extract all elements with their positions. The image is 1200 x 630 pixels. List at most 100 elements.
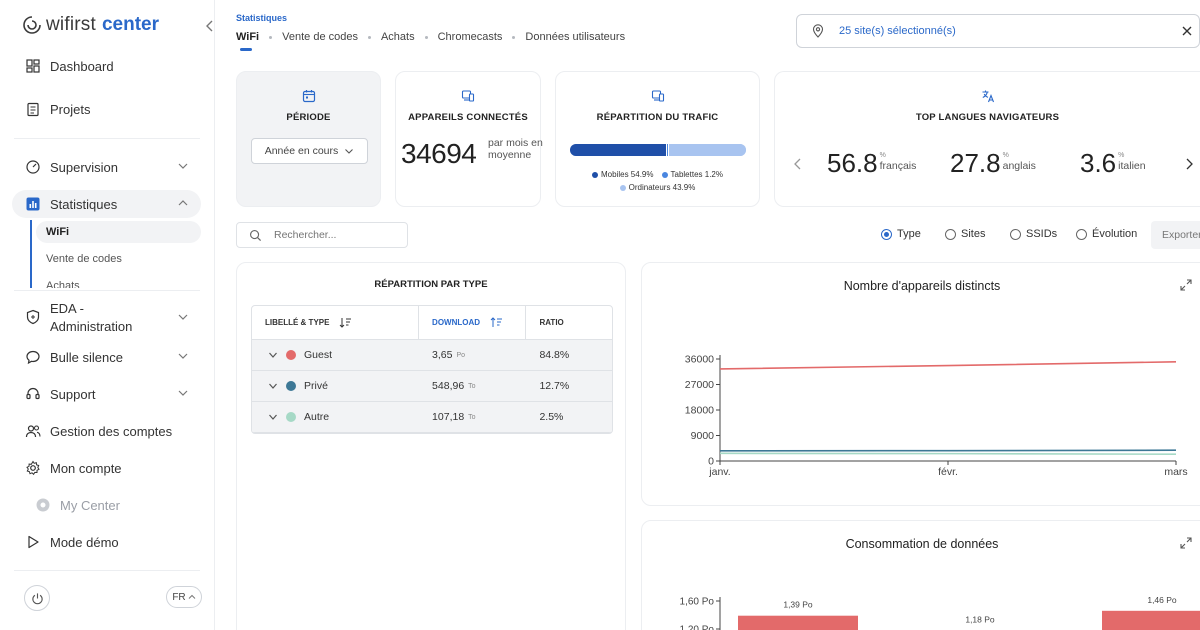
legend-ordinateurs: Ordinateurs 43.9% [619, 183, 696, 192]
period-dropdown[interactable]: Année en cours [251, 138, 368, 164]
series-line [719, 452, 1177, 455]
table-cell-ratio: 84.8% [539, 349, 570, 361]
close-icon[interactable] [1181, 25, 1193, 37]
language-unit: % anglais [1003, 148, 1036, 172]
chevron-left-icon[interactable] [793, 158, 803, 170]
y-tick-label: 36000 [685, 354, 714, 366]
gear-icon [24, 459, 42, 477]
legend-dot [661, 171, 668, 178]
traffic-split-bar [570, 144, 746, 156]
radio-type[interactable]: Type [881, 228, 921, 240]
logo[interactable]: wifirst center [22, 14, 159, 36]
sidebar-item-eda-administration[interactable]: EDA - Administration [12, 298, 201, 334]
percent-label: % [1002, 152, 1009, 159]
sort-desc-icon[interactable] [339, 317, 352, 328]
chevron-down-icon[interactable] [268, 350, 278, 360]
sidebar-item-label: Statistiques [50, 196, 118, 212]
tab-achats[interactable]: Achats [380, 31, 415, 43]
sidebar-item-gestion-des-comptes[interactable]: Gestion des comptes [12, 417, 201, 445]
tab-separator [367, 35, 371, 39]
sidebar-item-label: Mon compte [50, 460, 122, 476]
search-icon [250, 229, 262, 241]
type-color-dot [286, 381, 296, 391]
sidebar-item-mode-demo[interactable]: Mode démo [12, 528, 201, 556]
sidebar-item-bulle-silence[interactable]: Bulle silence [12, 343, 201, 371]
sidebar-item-statistiques[interactable]: Statistiques [12, 190, 201, 218]
radio-sites[interactable]: Sites [945, 228, 985, 240]
y-tick-label: 18000 [685, 405, 714, 417]
language-unit: % italien [1118, 148, 1145, 172]
users-icon [24, 422, 42, 440]
radio-circle[interactable] [1010, 228, 1021, 240]
chevron-down-icon[interactable] [268, 412, 278, 422]
chevron-down-icon[interactable] [268, 381, 278, 391]
sidebar-item-mon-compte[interactable]: Mon compte [12, 454, 201, 482]
language-stat-anglais: 27.8 % anglais [950, 148, 1036, 179]
y-tick-label: 9000 [691, 430, 715, 442]
sidebar-item-projets[interactable]: Projets [12, 95, 201, 123]
type-breakdown-table: LIBELLÉ & TYPE DOWNLOAD RATIO Guest 3,65… [251, 305, 613, 434]
radio-circle[interactable] [1076, 228, 1087, 240]
traffic-split-title: RÉPARTITION DU TRAFIC [596, 112, 719, 123]
chevron-down-icon [178, 314, 188, 320]
column-header-download[interactable]: DOWNLOAD [419, 306, 527, 339]
collapse-sidebar-icon[interactable] [205, 20, 215, 32]
submenu-item-achats[interactable]: Achats [46, 280, 80, 288]
bar-value-label: 1,46 Po [1147, 595, 1177, 605]
tab-vente-de-codes[interactable]: Vente de codes [282, 31, 358, 43]
radio-evolution[interactable]: Évolution [1076, 228, 1137, 240]
tab-separator [269, 35, 273, 39]
tab-donnees-utilisateurs[interactable]: Données utilisateurs [525, 31, 626, 43]
breadcrumb[interactable]: Statistiques [236, 13, 288, 23]
language-label: FR [172, 591, 186, 603]
legend-label: Ordinateurs 43.9% [628, 183, 696, 192]
table-cell-download: 107,18 To [419, 402, 526, 432]
expand-icon[interactable] [1180, 279, 1192, 291]
legend-dot [592, 171, 599, 178]
table-row[interactable]: Autre 107,18 To 2.5% [252, 402, 612, 433]
site-selector[interactable]: 25 site(s) sélectionné(s) [796, 14, 1200, 48]
language-name: anglais [1002, 160, 1036, 172]
radio-circle[interactable] [945, 228, 956, 240]
table-cell-ratio: 12.7% [539, 380, 570, 392]
column-header-ratio[interactable]: RATIO [526, 306, 612, 339]
sidebar-item-dashboard[interactable]: Dashboard [12, 52, 201, 80]
sidebar-item-label: Supervision [50, 159, 118, 175]
chevron-down-icon [345, 149, 354, 154]
traffic-bar-segment [666, 144, 669, 156]
sort-asc-icon[interactable] [490, 317, 503, 328]
submenu-item-wifi[interactable]: WiFi [36, 221, 201, 243]
distinct-devices-title: Nombre d'appareils distincts [843, 279, 1001, 293]
chevron-down-icon [178, 353, 188, 359]
tab-separator [424, 35, 428, 39]
column-header-label-type[interactable]: LIBELLÉ & TYPE [252, 306, 420, 339]
speech-bubble-icon [24, 348, 42, 366]
expand-icon[interactable] [1180, 537, 1192, 549]
search-input[interactable] [274, 229, 394, 241]
x-tick-label: mars [1164, 466, 1187, 478]
sidebar-item-support[interactable]: Support [12, 380, 201, 408]
language-selector[interactable]: FR [166, 586, 202, 608]
chevron-right-icon[interactable] [1184, 158, 1194, 170]
submenu-item-vente-de-codes[interactable]: Vente de codes [46, 253, 122, 265]
tab-bar: WiFi Vente de codes Achats Chromecasts D… [236, 31, 635, 51]
y-tick-label: 27000 [685, 379, 714, 391]
tab-wifi[interactable]: WiFi [236, 31, 260, 51]
logout-button[interactable] [24, 585, 50, 611]
table-cell-label: Privé [252, 371, 419, 401]
type-breakdown-title: RÉPARTITION PAR TYPE [374, 279, 488, 290]
devices-icon [461, 90, 475, 102]
table-row[interactable]: Guest 3,65 Po 84.8% [252, 340, 612, 371]
radio-circle[interactable] [881, 228, 892, 240]
radio-ssids[interactable]: SSIDs [1010, 228, 1057, 240]
table-row[interactable]: Privé 548,96 To 12.7% [252, 371, 612, 402]
export-button[interactable]: Exporter [1151, 221, 1200, 249]
type-label: Autre [304, 411, 330, 423]
period-value: Année en cours [264, 145, 339, 157]
percent-label: % [879, 152, 886, 159]
tab-chromecasts[interactable]: Chromecasts [437, 31, 503, 43]
statistiques-submenu: WiFi Vente de codes Achats [30, 220, 201, 288]
search-box[interactable] [236, 222, 408, 248]
sidebar-item-supervision[interactable]: Supervision [12, 153, 201, 181]
